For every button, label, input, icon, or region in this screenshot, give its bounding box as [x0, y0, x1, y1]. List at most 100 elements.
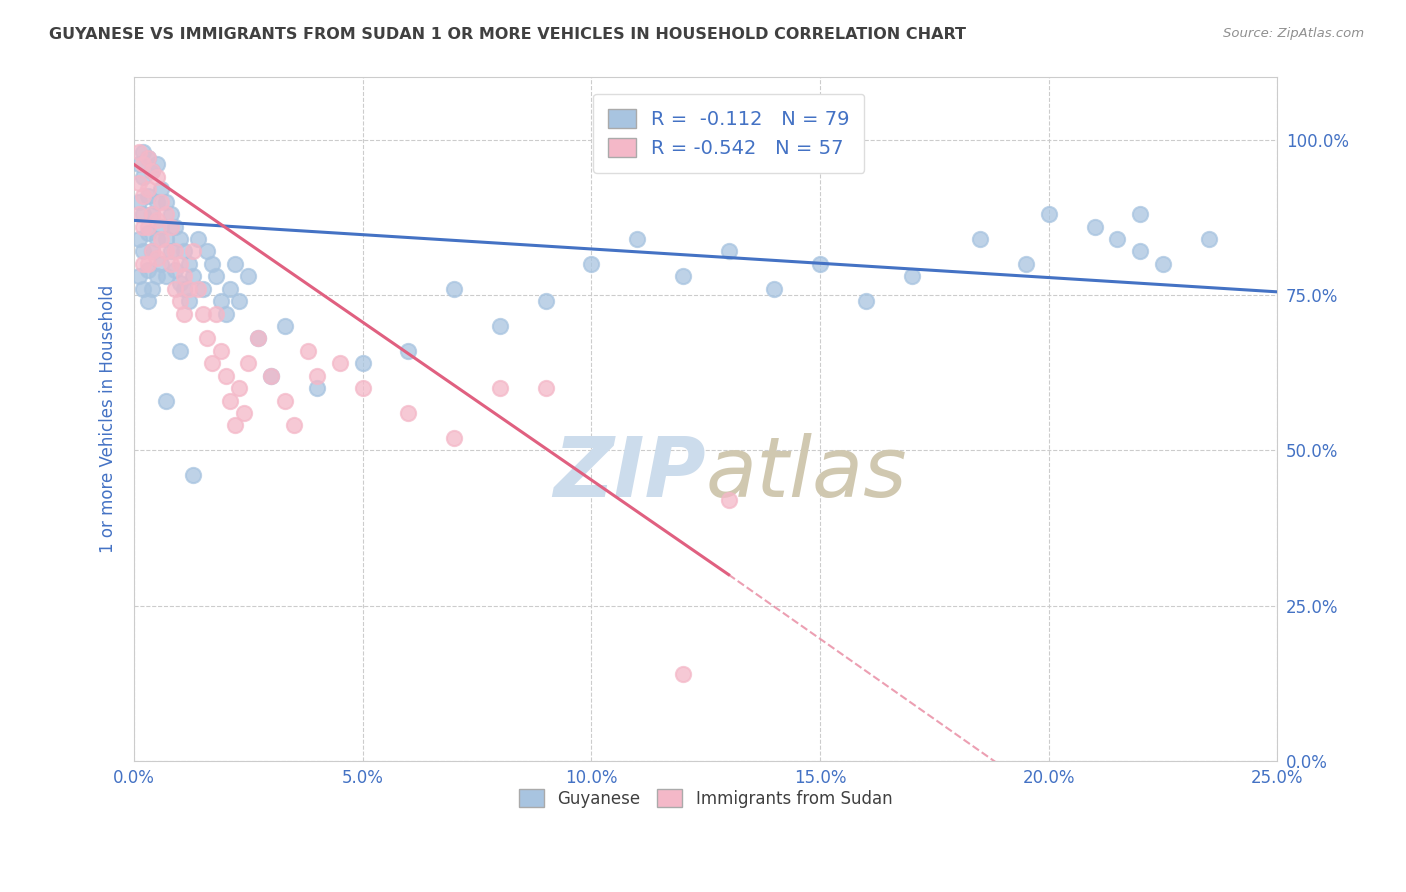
Point [159, 244, 181, 259]
Point [219, 393, 242, 408]
Point [132, 188, 155, 202]
Point [534, 381, 557, 395]
Point [305, 381, 328, 395]
Point [141, 282, 163, 296]
Point [329, 356, 352, 370]
Point [260, 368, 283, 383]
Point [305, 368, 328, 383]
Point [187, 232, 209, 246]
Point [1038, 207, 1060, 221]
Point [283, 418, 305, 433]
Point [224, 418, 246, 433]
Point [141, 244, 163, 259]
Point [128, 232, 150, 246]
Point [132, 145, 155, 159]
Point [169, 276, 191, 290]
Point [260, 368, 283, 383]
Point [274, 393, 297, 408]
Point [132, 169, 155, 184]
Point [141, 163, 163, 178]
Point [146, 213, 169, 227]
Point [195, 331, 218, 345]
Point [169, 294, 191, 309]
Point [132, 244, 155, 259]
Text: Source: ZipAtlas.com: Source: ZipAtlas.com [1223, 27, 1364, 40]
Point [228, 381, 250, 395]
Point [717, 244, 740, 259]
Point [201, 257, 224, 271]
Point [146, 269, 169, 284]
Point [808, 257, 831, 271]
Point [238, 356, 260, 370]
Point [246, 331, 269, 345]
Point [128, 194, 150, 209]
Point [155, 393, 177, 408]
Point [173, 282, 195, 296]
Point [398, 406, 420, 420]
Point [1107, 232, 1129, 246]
Point [150, 219, 173, 234]
Point [136, 226, 159, 240]
Point [132, 257, 155, 271]
Point [1198, 232, 1220, 246]
Point [763, 282, 786, 296]
Point [169, 232, 191, 246]
Point [238, 269, 260, 284]
Point [141, 207, 163, 221]
Point [205, 307, 228, 321]
Point [128, 176, 150, 190]
Point [165, 219, 187, 234]
Point [165, 282, 187, 296]
Point [672, 667, 695, 681]
Point [177, 282, 200, 296]
Point [855, 294, 877, 309]
Point [534, 294, 557, 309]
Point [1152, 257, 1174, 271]
Point [214, 307, 236, 321]
Point [173, 307, 195, 321]
Point [626, 232, 648, 246]
Y-axis label: 1 or more Vehicles in Household: 1 or more Vehicles in Household [100, 285, 117, 553]
Point [1129, 244, 1152, 259]
Point [136, 151, 159, 165]
Point [274, 319, 297, 334]
Point [672, 269, 695, 284]
Point [209, 343, 232, 358]
Point [150, 232, 173, 246]
Point [191, 307, 214, 321]
Point [183, 244, 205, 259]
Point [187, 282, 209, 296]
Point [246, 331, 269, 345]
Point [969, 232, 991, 246]
Point [191, 282, 214, 296]
Point [136, 219, 159, 234]
Point [489, 381, 512, 395]
Point [183, 269, 205, 284]
Point [132, 219, 155, 234]
Point [297, 343, 319, 358]
Point [159, 257, 181, 271]
Point [155, 207, 177, 221]
Point [352, 356, 374, 370]
Point [201, 356, 224, 370]
Legend: Guyanese, Immigrants from Sudan: Guyanese, Immigrants from Sudan [513, 783, 898, 814]
Point [581, 257, 603, 271]
Point [228, 294, 250, 309]
Point [132, 207, 155, 221]
Point [900, 269, 922, 284]
Point [443, 431, 465, 445]
Point [128, 157, 150, 171]
Point [224, 257, 246, 271]
Point [146, 232, 169, 246]
Point [173, 244, 195, 259]
Point [150, 257, 173, 271]
Point [352, 381, 374, 395]
Point [1015, 257, 1038, 271]
Point [173, 269, 195, 284]
Point [136, 151, 159, 165]
Point [177, 294, 200, 309]
Point [146, 251, 169, 265]
Point [136, 182, 159, 196]
Point [128, 269, 150, 284]
Point [169, 257, 191, 271]
